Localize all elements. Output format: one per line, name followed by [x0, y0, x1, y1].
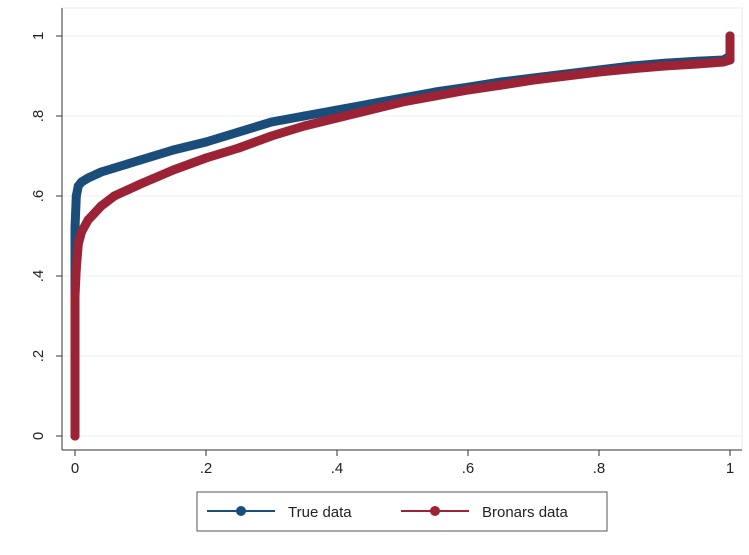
point-true-data-7 — [83, 173, 93, 183]
point-bronars-data-0 — [70, 431, 80, 441]
legend-marker-true-data — [236, 506, 246, 516]
plot-frame — [61, 7, 743, 451]
y-tick-label-3: .6 — [30, 190, 47, 203]
point-bronars-data-9 — [122, 185, 132, 195]
axis-layer: 0 .2 .4 .6 .8 1 0 .2 .4 .6 .8 1 — [30, 8, 742, 477]
point-bronars-data-3 — [71, 263, 81, 273]
point-true-data-13 — [201, 137, 211, 147]
point-bronars-data-12 — [201, 153, 211, 163]
x-tick-label-0: 0 — [71, 460, 79, 477]
y-tick-label-5: 1 — [30, 32, 47, 40]
point-bronars-data-18 — [398, 97, 407, 107]
point-bronars-data-2 — [70, 291, 80, 301]
x-tick-label-2: .4 — [331, 460, 344, 477]
y-tick-label-2: .4 — [30, 270, 47, 283]
point-bronars-data-7 — [96, 201, 106, 211]
point-bronars-data-21 — [496, 80, 506, 90]
point-bronars-data-27 — [692, 59, 702, 69]
point-true-data-14 — [234, 127, 244, 137]
point-true-data-8 — [96, 167, 106, 177]
point-bronars-data-25 — [627, 64, 637, 74]
point-bronars-data-4 — [73, 239, 83, 249]
point-bronars-data-26 — [660, 61, 669, 71]
series-layer — [70, 31, 735, 441]
y-tick-label-4: .8 — [30, 110, 47, 123]
point-bronars-data-6 — [83, 215, 93, 225]
point-bronars-data-10 — [136, 179, 145, 189]
point-bronars-data-1 — [70, 351, 80, 361]
legend: True data Bronars data — [196, 491, 608, 532]
y-tick-label-1: .2 — [30, 350, 47, 363]
x-tick-label-4: .8 — [593, 460, 606, 477]
point-bronars-data-5 — [77, 227, 87, 237]
point-true-data-4 — [71, 191, 81, 201]
y-tick-label-0: 0 — [30, 432, 47, 440]
point-bronars-data-17 — [365, 105, 375, 115]
point-bronars-data-16 — [332, 113, 342, 123]
legend-label-bronars-data: Bronars data — [482, 504, 569, 521]
point-bronars-data-8 — [109, 191, 119, 201]
point-bronars-data-13 — [234, 143, 244, 153]
point-bronars-data-22 — [529, 75, 538, 85]
point-bronars-data-15 — [299, 121, 309, 131]
point-true-data-10 — [122, 159, 132, 169]
point-bronars-data-30 — [725, 31, 735, 41]
point-true-data-9 — [109, 163, 119, 173]
point-bronars-data-11 — [168, 165, 178, 175]
x-tick-label-5: 1 — [726, 460, 734, 477]
point-true-data-17 — [332, 105, 342, 115]
point-bronars-data-29 — [725, 55, 735, 65]
point-bronars-data-23 — [561, 71, 571, 81]
point-bronars-data-14 — [267, 131, 276, 141]
point-bronars-data-24 — [594, 67, 604, 77]
point-true-data-16 — [299, 111, 309, 121]
x-tick-label-3: .6 — [462, 460, 475, 477]
point-true-data-11 — [136, 155, 145, 165]
point-bronars-data-20 — [463, 85, 473, 95]
grid-layer — [62, 35, 742, 437]
x-tick-label-1: .2 — [200, 460, 213, 477]
point-true-data-6 — [77, 177, 87, 187]
point-bronars-data-19 — [430, 91, 440, 101]
legend-marker-bronars-data — [430, 506, 440, 516]
point-true-data-15 — [267, 117, 276, 127]
point-true-data-12 — [168, 145, 178, 155]
point-true-data-3 — [70, 223, 80, 233]
legend-label-true-data: True data — [288, 504, 352, 521]
